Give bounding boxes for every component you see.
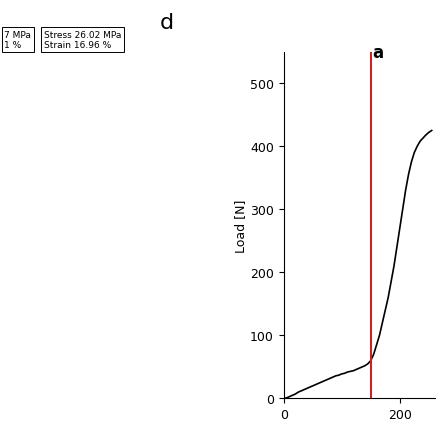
Text: a: a [371,44,382,62]
Y-axis label: Load [N]: Load [N] [233,199,247,252]
Text: 7 MPa
1 %: 7 MPa 1 % [4,31,31,50]
Text: d: d [159,13,173,33]
Text: Stress 26.02 MPa
Strain 16.96 %: Stress 26.02 MPa Strain 16.96 % [44,31,121,50]
